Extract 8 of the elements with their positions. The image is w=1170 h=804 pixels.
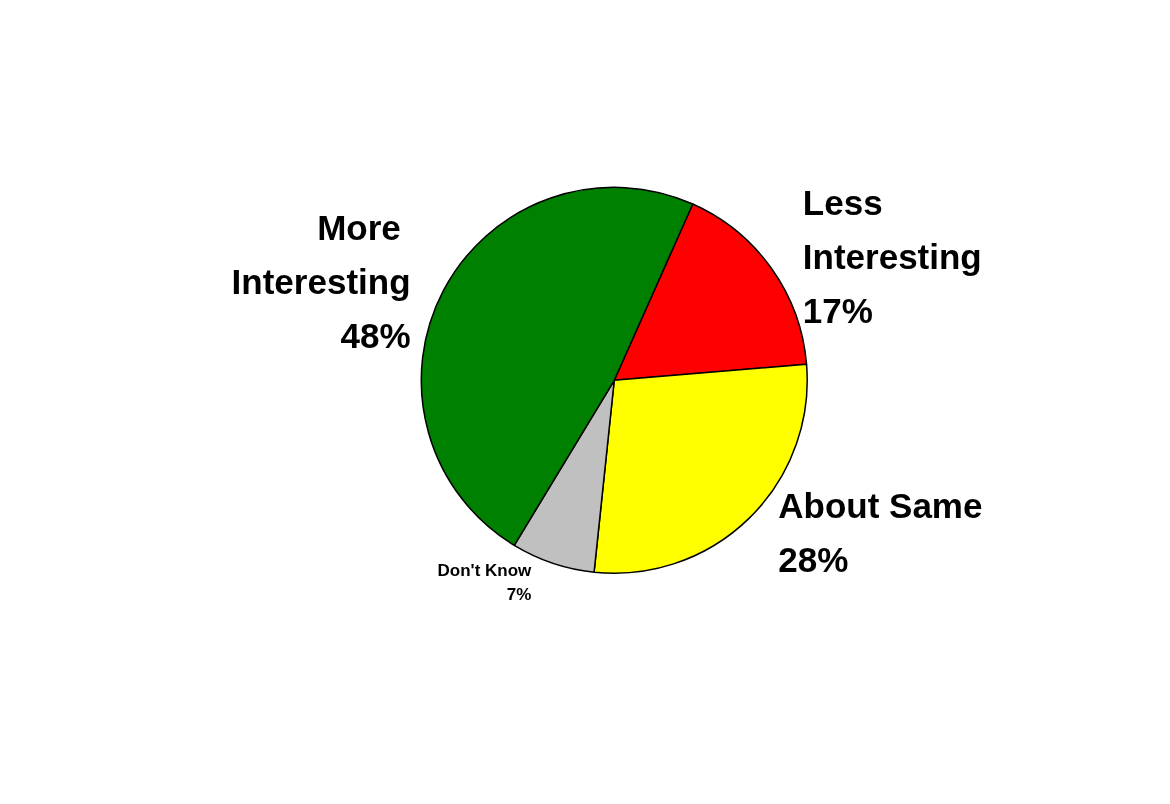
data-label: 17% <box>802 291 873 331</box>
slice-label: More Interesting <box>231 208 411 302</box>
data-label: 7% <box>506 584 532 604</box>
data-label: 28% <box>778 539 849 579</box>
slice-label: Less Interesting <box>802 183 982 277</box>
slice-label: Don't Know <box>437 560 533 580</box>
data-label: 48% <box>340 316 411 356</box>
slice-label: About Same <box>778 485 983 525</box>
